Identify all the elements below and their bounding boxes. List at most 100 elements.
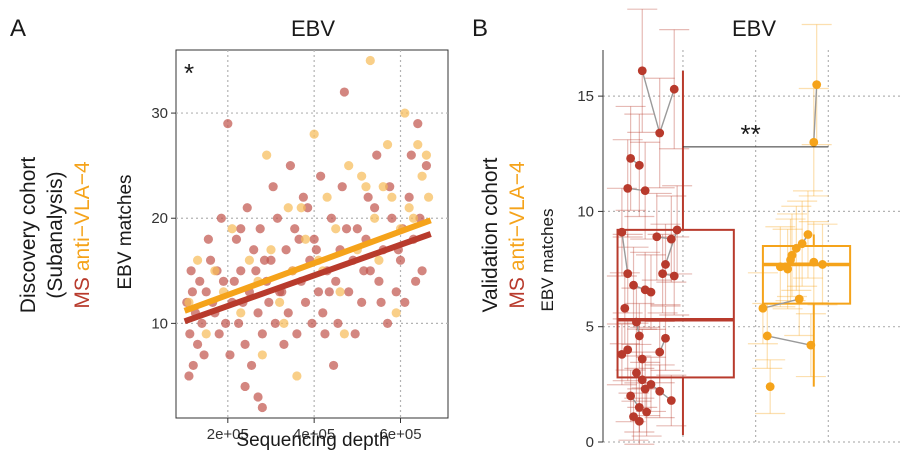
antivla4-point bbox=[370, 213, 380, 223]
antivla4-point bbox=[210, 266, 220, 276]
ms-point bbox=[400, 297, 410, 307]
ms-point bbox=[669, 84, 679, 94]
ms-point bbox=[626, 391, 636, 401]
ms-point bbox=[272, 213, 283, 223]
ms-fit-line bbox=[183, 231, 432, 325]
antivla4-point bbox=[283, 203, 293, 213]
ms-point bbox=[201, 287, 211, 297]
ms-point bbox=[307, 318, 317, 328]
panel-b-ytick-label: 0 bbox=[586, 434, 594, 451]
ms-point bbox=[357, 297, 367, 307]
svg-text:MSanti−VLA−4: MS anti−VLA−4 bbox=[71, 161, 94, 309]
ms-point bbox=[331, 276, 341, 286]
pair-segment bbox=[659, 88, 675, 134]
ms-point bbox=[187, 287, 198, 297]
ms-point bbox=[620, 303, 630, 313]
antivla4-point bbox=[818, 260, 827, 269]
ms-point bbox=[216, 213, 226, 223]
subanalysis-label: (Subanalysis) bbox=[44, 171, 67, 298]
antivla4-point bbox=[806, 340, 816, 350]
antivla4-point bbox=[227, 224, 237, 234]
antivla4-point bbox=[400, 108, 410, 118]
ms-point bbox=[637, 375, 647, 385]
panel-a-xtick-label: 6e+05 bbox=[379, 426, 421, 443]
ms-point bbox=[365, 266, 375, 276]
ms-point bbox=[661, 260, 670, 269]
panel-a-title: EBV bbox=[291, 16, 335, 41]
ms-point bbox=[666, 396, 676, 405]
ms-point bbox=[341, 224, 352, 234]
ms-point bbox=[240, 381, 250, 392]
ms-point bbox=[626, 153, 636, 163]
ms-point bbox=[236, 266, 246, 276]
subanalysis-line: (Subanalysis) bbox=[44, 171, 67, 298]
ms-point bbox=[218, 276, 229, 286]
panel-letter-a: A bbox=[10, 15, 26, 42]
antivla4-point bbox=[339, 329, 349, 339]
antivla4-point bbox=[391, 308, 401, 318]
antivla4-point bbox=[809, 137, 819, 147]
antivla4-point bbox=[275, 297, 285, 307]
ms-point bbox=[221, 318, 231, 328]
ms-point bbox=[253, 308, 263, 318]
panel-a-xtick-label: 4e+05 bbox=[293, 426, 335, 443]
antivla4-point bbox=[201, 329, 211, 339]
ms-point bbox=[339, 87, 349, 97]
antivla4-point bbox=[344, 161, 354, 171]
ms-point bbox=[185, 329, 195, 339]
ms-point bbox=[229, 276, 239, 286]
antivla4-point bbox=[374, 255, 384, 265]
antivla4-point bbox=[794, 294, 804, 304]
ms-point bbox=[283, 308, 293, 318]
ms-point bbox=[352, 224, 362, 234]
ms-point bbox=[320, 329, 330, 339]
ms-point bbox=[617, 227, 627, 237]
ms-point bbox=[292, 329, 302, 339]
ms-point bbox=[309, 234, 319, 244]
antivla4-point bbox=[357, 171, 367, 181]
antivla4-point bbox=[423, 192, 434, 202]
validation-cohort-line1: Validation cohort bbox=[479, 157, 502, 312]
ms-point bbox=[294, 234, 304, 244]
ms-point bbox=[337, 182, 347, 192]
ms-point bbox=[214, 329, 224, 339]
ms-point bbox=[391, 287, 401, 297]
ms-point bbox=[186, 266, 196, 276]
ms-point bbox=[264, 297, 274, 307]
antivla4-point bbox=[812, 80, 822, 89]
ms-point bbox=[634, 416, 644, 426]
ms-point bbox=[300, 297, 311, 307]
discovery-cohort-line1: Discovery cohort bbox=[17, 157, 40, 314]
ms-point bbox=[266, 255, 276, 265]
ms-point bbox=[298, 192, 308, 202]
ms-point bbox=[374, 276, 384, 286]
antivla4-point bbox=[296, 203, 306, 213]
antivla4-point bbox=[331, 224, 341, 234]
ms-point bbox=[637, 66, 647, 76]
svg-text:MSanti−VLA−4: MS anti−VLA−4 bbox=[506, 161, 529, 309]
panel-b-ylabel: EBV matches bbox=[538, 209, 557, 312]
ms-point bbox=[192, 339, 203, 349]
ms-point bbox=[669, 271, 679, 281]
pair-segment bbox=[621, 232, 629, 274]
ms-point bbox=[281, 245, 291, 255]
ms-point bbox=[290, 224, 300, 234]
panel-b-ytick-label: 5 bbox=[586, 319, 594, 336]
antivla4-point bbox=[408, 213, 419, 223]
ms-point bbox=[328, 360, 339, 371]
panel-b-ylabel-wrap: EBV matches bbox=[538, 209, 557, 312]
panel-a-significance: * bbox=[184, 58, 194, 88]
antivla4-point bbox=[758, 303, 768, 313]
ms-point bbox=[184, 371, 194, 381]
ms-point bbox=[350, 329, 360, 339]
ms-point bbox=[242, 203, 252, 213]
panel-b-significance: ** bbox=[741, 119, 761, 149]
ms-point bbox=[313, 287, 324, 297]
antivla4-point bbox=[361, 182, 371, 192]
antivla4-point bbox=[335, 287, 345, 297]
ms-point bbox=[661, 333, 670, 343]
ms-point bbox=[195, 276, 205, 286]
panel-a-ylabel-wrap: EBV matches bbox=[115, 174, 136, 289]
panel-b-ytick-label: 15 bbox=[577, 88, 594, 105]
